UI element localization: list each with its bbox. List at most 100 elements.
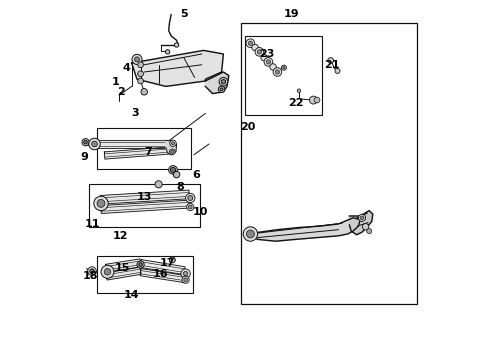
Circle shape [314, 97, 320, 103]
Polygon shape [106, 267, 141, 280]
Text: 10: 10 [192, 207, 208, 217]
Circle shape [358, 214, 366, 221]
Circle shape [220, 88, 223, 91]
Circle shape [134, 57, 140, 62]
Polygon shape [140, 269, 185, 283]
Circle shape [310, 96, 318, 104]
Circle shape [141, 89, 147, 95]
Circle shape [275, 70, 280, 74]
Circle shape [170, 149, 175, 155]
Polygon shape [248, 218, 360, 241]
Polygon shape [205, 72, 229, 94]
Circle shape [184, 278, 187, 282]
Circle shape [264, 58, 273, 66]
Circle shape [182, 276, 189, 283]
Circle shape [188, 195, 193, 201]
Text: 17: 17 [160, 258, 175, 268]
Circle shape [367, 229, 372, 234]
Circle shape [171, 150, 174, 153]
Text: 8: 8 [176, 182, 184, 192]
Circle shape [252, 44, 258, 51]
Text: 3: 3 [131, 108, 139, 118]
Circle shape [104, 269, 111, 275]
Circle shape [173, 171, 180, 178]
Circle shape [328, 58, 334, 63]
Text: 23: 23 [259, 49, 274, 59]
Bar [245, 36, 322, 115]
Circle shape [141, 89, 147, 95]
Circle shape [89, 138, 100, 150]
Circle shape [171, 167, 175, 172]
Circle shape [335, 68, 340, 73]
Circle shape [84, 140, 87, 144]
Circle shape [139, 263, 143, 266]
Circle shape [248, 41, 252, 45]
Circle shape [174, 43, 179, 47]
Circle shape [97, 199, 105, 207]
Circle shape [155, 181, 162, 188]
Circle shape [243, 227, 258, 241]
Text: 21: 21 [324, 60, 339, 70]
Circle shape [189, 205, 192, 209]
Text: 18: 18 [82, 271, 98, 281]
Circle shape [255, 48, 264, 56]
Text: 13: 13 [137, 192, 152, 202]
Circle shape [283, 67, 285, 69]
Circle shape [88, 267, 97, 275]
Circle shape [221, 80, 225, 84]
Circle shape [219, 86, 225, 93]
Circle shape [166, 50, 170, 54]
Polygon shape [132, 50, 223, 86]
Circle shape [82, 139, 89, 146]
Polygon shape [101, 200, 190, 213]
Circle shape [186, 193, 195, 203]
Circle shape [297, 89, 301, 93]
Circle shape [363, 224, 369, 230]
Text: 22: 22 [288, 98, 303, 108]
Circle shape [273, 68, 282, 76]
Text: 19: 19 [284, 9, 299, 19]
Polygon shape [166, 140, 176, 155]
Circle shape [132, 54, 142, 64]
Circle shape [138, 78, 144, 84]
Circle shape [92, 141, 98, 147]
Text: 14: 14 [124, 290, 140, 300]
Circle shape [281, 65, 286, 70]
Circle shape [266, 60, 270, 64]
Circle shape [94, 196, 108, 211]
Circle shape [170, 257, 175, 263]
Circle shape [170, 140, 176, 147]
Text: 9: 9 [81, 152, 89, 162]
Polygon shape [104, 147, 170, 159]
Text: 15: 15 [115, 263, 130, 273]
Bar [98, 128, 191, 169]
Circle shape [261, 54, 268, 61]
Circle shape [170, 257, 175, 263]
Polygon shape [106, 259, 141, 272]
Circle shape [257, 50, 262, 54]
Circle shape [246, 230, 254, 238]
Text: 6: 6 [193, 170, 200, 180]
Text: 7: 7 [144, 147, 152, 157]
Bar [90, 184, 200, 227]
Circle shape [246, 39, 255, 48]
Polygon shape [101, 190, 190, 204]
Polygon shape [140, 260, 185, 275]
Bar [98, 256, 193, 293]
Bar [241, 23, 417, 304]
Text: 12: 12 [113, 231, 128, 241]
Circle shape [181, 269, 190, 278]
Polygon shape [349, 211, 373, 235]
Text: 16: 16 [152, 269, 168, 279]
Circle shape [101, 265, 114, 278]
Circle shape [360, 216, 364, 220]
Circle shape [270, 64, 276, 70]
Circle shape [219, 77, 228, 86]
Text: 5: 5 [180, 9, 188, 19]
Circle shape [187, 203, 194, 211]
Circle shape [138, 71, 144, 77]
Circle shape [90, 269, 94, 273]
Polygon shape [93, 140, 170, 148]
Text: 4: 4 [122, 63, 130, 73]
Circle shape [138, 62, 144, 68]
